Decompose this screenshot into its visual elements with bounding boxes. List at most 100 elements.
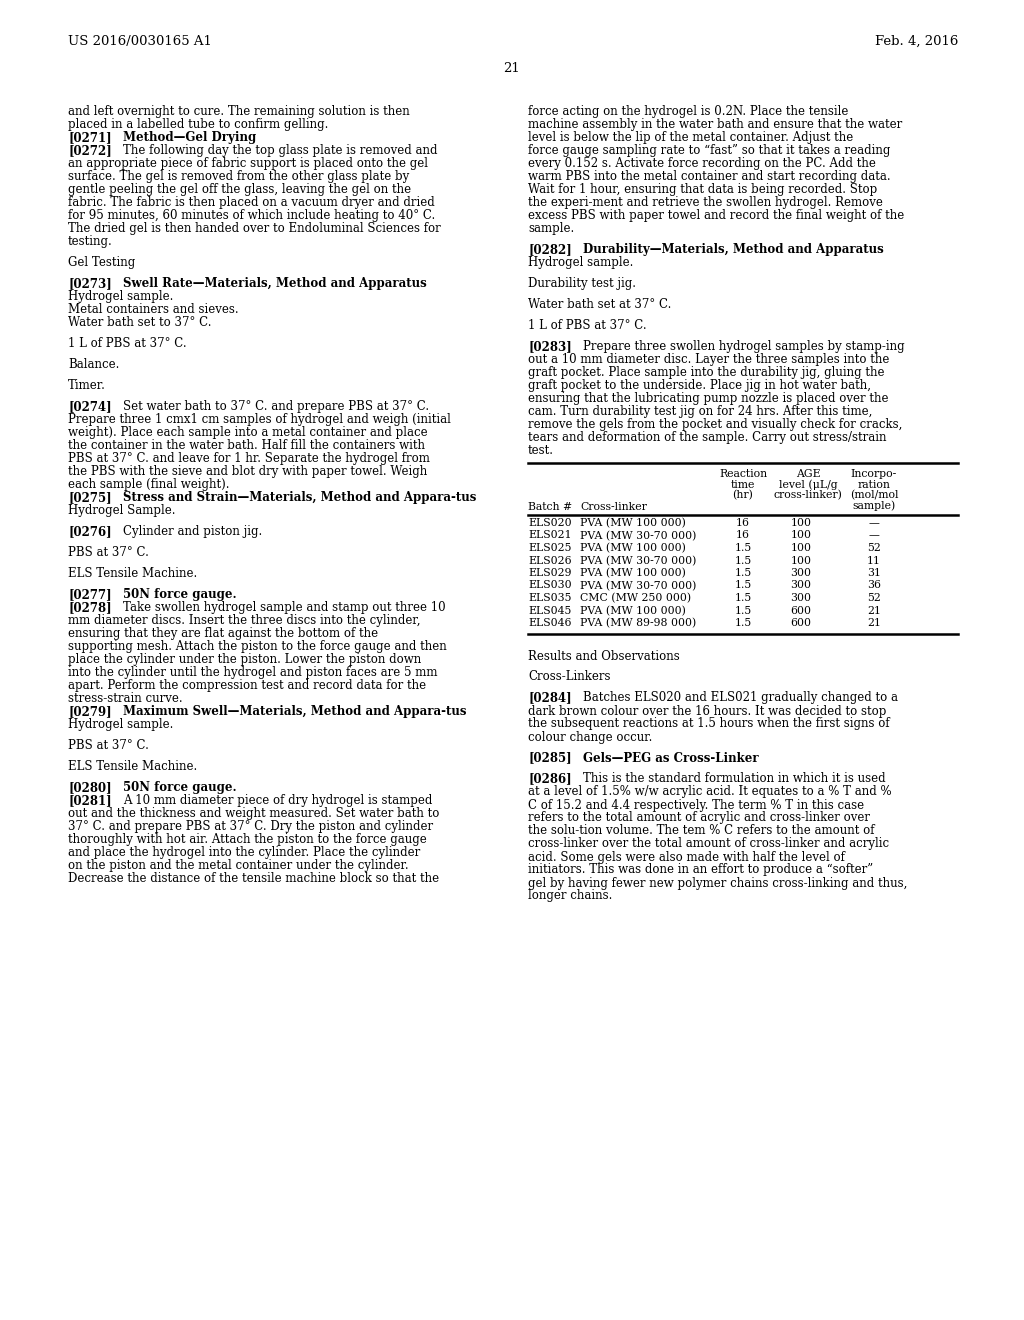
Text: excess PBS with paper towel and record the final weight of the: excess PBS with paper towel and record t… [528,209,904,222]
Text: Feb. 4, 2016: Feb. 4, 2016 [874,36,958,48]
Text: 1.5: 1.5 [734,606,752,615]
Text: 100: 100 [791,517,811,528]
Text: PBS at 37° C. and leave for 1 hr. Separate the hydrogel from: PBS at 37° C. and leave for 1 hr. Separa… [68,451,430,465]
Text: Maximum Swell—Materials, Method and Appara-tus: Maximum Swell—Materials, Method and Appa… [123,705,467,718]
Text: 1 L of PBS at 37° C.: 1 L of PBS at 37° C. [528,319,646,333]
Text: [0277]: [0277] [68,587,112,601]
Text: 300: 300 [791,581,811,590]
Text: testing.: testing. [68,235,113,248]
Text: Decrease the distance of the tensile machine block so that the: Decrease the distance of the tensile mac… [68,873,439,884]
Text: 300: 300 [791,568,811,578]
Text: cross-linker): cross-linker) [773,490,843,500]
Text: PVA (MW 30-70 000): PVA (MW 30-70 000) [580,531,696,541]
Text: [0276]: [0276] [68,525,112,539]
Text: PBS at 37° C.: PBS at 37° C. [68,546,148,558]
Text: 1.5: 1.5 [734,618,752,628]
Text: 1.5: 1.5 [734,593,752,603]
Text: Hydrogel sample.: Hydrogel sample. [68,290,173,304]
Text: [0284]: [0284] [528,692,571,705]
Text: graft pocket. Place sample into the durability jig, gluing the: graft pocket. Place sample into the dura… [528,366,885,379]
Text: the subsequent reactions at 1.5 hours when the first signs of: the subsequent reactions at 1.5 hours wh… [528,718,890,730]
Text: force acting on the hydrogel is 0.2N. Place the tensile: force acting on the hydrogel is 0.2N. Pl… [528,106,848,117]
Text: [0282]: [0282] [528,243,571,256]
Text: test.: test. [528,444,554,457]
Text: ensuring that they are flat against the bottom of the: ensuring that they are flat against the … [68,627,378,640]
Text: Hydrogel sample.: Hydrogel sample. [528,256,634,269]
Text: gentle peeling the gel off the glass, leaving the gel on the: gentle peeling the gel off the glass, le… [68,183,411,195]
Text: Balance.: Balance. [68,358,120,371]
Text: PVA (MW 100 000): PVA (MW 100 000) [580,543,686,553]
Text: mm diameter discs. Insert the three discs into the cylinder,: mm diameter discs. Insert the three disc… [68,614,421,627]
Text: gel by having fewer new polymer chains cross-linking and thus,: gel by having fewer new polymer chains c… [528,876,907,890]
Text: Take swollen hydrogel sample and stamp out three 10: Take swollen hydrogel sample and stamp o… [123,601,445,614]
Text: [0273]: [0273] [68,277,112,290]
Text: Water bath set to 37° C.: Water bath set to 37° C. [68,315,212,329]
Text: refers to the total amount of acrylic and cross-linker over: refers to the total amount of acrylic an… [528,812,870,825]
Text: 36: 36 [867,581,881,590]
Text: cam. Turn durability test jig on for 24 hrs. After this time,: cam. Turn durability test jig on for 24 … [528,405,872,418]
Text: colour change occur.: colour change occur. [528,730,652,743]
Text: Prepare three 1 cmx1 cm samples of hydrogel and weigh (initial: Prepare three 1 cmx1 cm samples of hydro… [68,413,451,426]
Text: the solu-tion volume. The tem % C refers to the amount of: the solu-tion volume. The tem % C refers… [528,825,874,837]
Text: and place the hydrogel into the cylinder. Place the cylinder: and place the hydrogel into the cylinder… [68,846,420,859]
Text: Gel Testing: Gel Testing [68,256,135,269]
Text: placed in a labelled tube to confirm gelling.: placed in a labelled tube to confirm gel… [68,117,329,131]
Text: Reaction: Reaction [719,469,767,479]
Text: [0281]: [0281] [68,795,112,807]
Text: 1.5: 1.5 [734,556,752,565]
Text: 50N force gauge.: 50N force gauge. [123,587,237,601]
Text: ELS030: ELS030 [528,581,571,590]
Text: each sample (final weight).: each sample (final weight). [68,478,229,491]
Text: 600: 600 [791,618,811,628]
Text: out a 10 mm diameter disc. Layer the three samples into the: out a 10 mm diameter disc. Layer the thr… [528,352,890,366]
Text: ELS029: ELS029 [528,568,571,578]
Text: ELS Tensile Machine.: ELS Tensile Machine. [68,760,198,774]
Text: Timer.: Timer. [68,379,105,392]
Text: time: time [731,479,755,490]
Text: PVA (MW 30-70 000): PVA (MW 30-70 000) [580,581,696,591]
Text: The dried gel is then handed over to Endoluminal Sciences for: The dried gel is then handed over to End… [68,222,440,235]
Text: weight). Place each sample into a metal container and place: weight). Place each sample into a metal … [68,426,428,440]
Text: supporting mesh. Attach the piston to the force gauge and then: supporting mesh. Attach the piston to th… [68,640,446,653]
Text: Results and Observations: Results and Observations [528,649,680,663]
Text: the container in the water bath. Half fill the containers with: the container in the water bath. Half fi… [68,440,425,451]
Text: PBS at 37° C.: PBS at 37° C. [68,739,148,752]
Text: CMC (MW 250 000): CMC (MW 250 000) [580,593,691,603]
Text: (hr): (hr) [732,490,754,500]
Text: [0280]: [0280] [68,781,112,795]
Text: ELS Tensile Machine.: ELS Tensile Machine. [68,568,198,579]
Text: 1 L of PBS at 37° C.: 1 L of PBS at 37° C. [68,337,186,350]
Text: sample.: sample. [528,222,574,235]
Text: Batch #: Batch # [528,503,572,512]
Text: 21: 21 [867,606,881,615]
Text: US 2016/0030165 A1: US 2016/0030165 A1 [68,36,212,48]
Text: [0274]: [0274] [68,400,112,413]
Text: 52: 52 [867,543,881,553]
Text: Water bath set at 37° C.: Water bath set at 37° C. [528,298,672,312]
Text: ensuring that the lubricating pump nozzle is placed over the: ensuring that the lubricating pump nozzl… [528,392,889,405]
Text: The following day the top glass plate is removed and: The following day the top glass plate is… [123,144,437,157]
Text: [0283]: [0283] [528,341,571,352]
Text: at a level of 1.5% w/w acrylic acid. It equates to a % T and %: at a level of 1.5% w/w acrylic acid. It … [528,785,892,799]
Text: graft pocket to the underside. Place jig in hot water bath,: graft pocket to the underside. Place jig… [528,379,871,392]
Text: This is the standard formulation in which it is used: This is the standard formulation in whic… [584,772,886,785]
Text: [0286]: [0286] [528,772,571,785]
Text: the PBS with the sieve and blot dry with paper towel. Weigh: the PBS with the sieve and blot dry with… [68,465,427,478]
Text: Hydrogel sample.: Hydrogel sample. [68,718,173,731]
Text: tears and deformation of the sample. Carry out stress/strain: tears and deformation of the sample. Car… [528,432,887,444]
Text: ELS035: ELS035 [528,593,571,603]
Text: Prepare three swollen hydrogel samples by stamp-ing: Prepare three swollen hydrogel samples b… [584,341,905,352]
Text: ELS025: ELS025 [528,543,571,553]
Text: force gauge sampling rate to “fast” so that it takes a reading: force gauge sampling rate to “fast” so t… [528,144,891,157]
Text: ELS020: ELS020 [528,517,571,528]
Text: 1.5: 1.5 [734,543,752,553]
Text: Wait for 1 hour, ensuring that data is being recorded. Stop: Wait for 1 hour, ensuring that data is b… [528,183,878,195]
Text: and left overnight to cure. The remaining solution is then: and left overnight to cure. The remainin… [68,106,410,117]
Text: 21: 21 [867,618,881,628]
Text: PVA (MW 30-70 000): PVA (MW 30-70 000) [580,556,696,566]
Text: the experi-ment and retrieve the swollen hydrogel. Remove: the experi-ment and retrieve the swollen… [528,195,883,209]
Text: apart. Perform the compression test and record data for the: apart. Perform the compression test and … [68,678,426,692]
Text: Cross-Linkers: Cross-Linkers [528,671,610,684]
Text: ELS021: ELS021 [528,531,571,540]
Text: PVA (MW 100 000): PVA (MW 100 000) [580,606,686,616]
